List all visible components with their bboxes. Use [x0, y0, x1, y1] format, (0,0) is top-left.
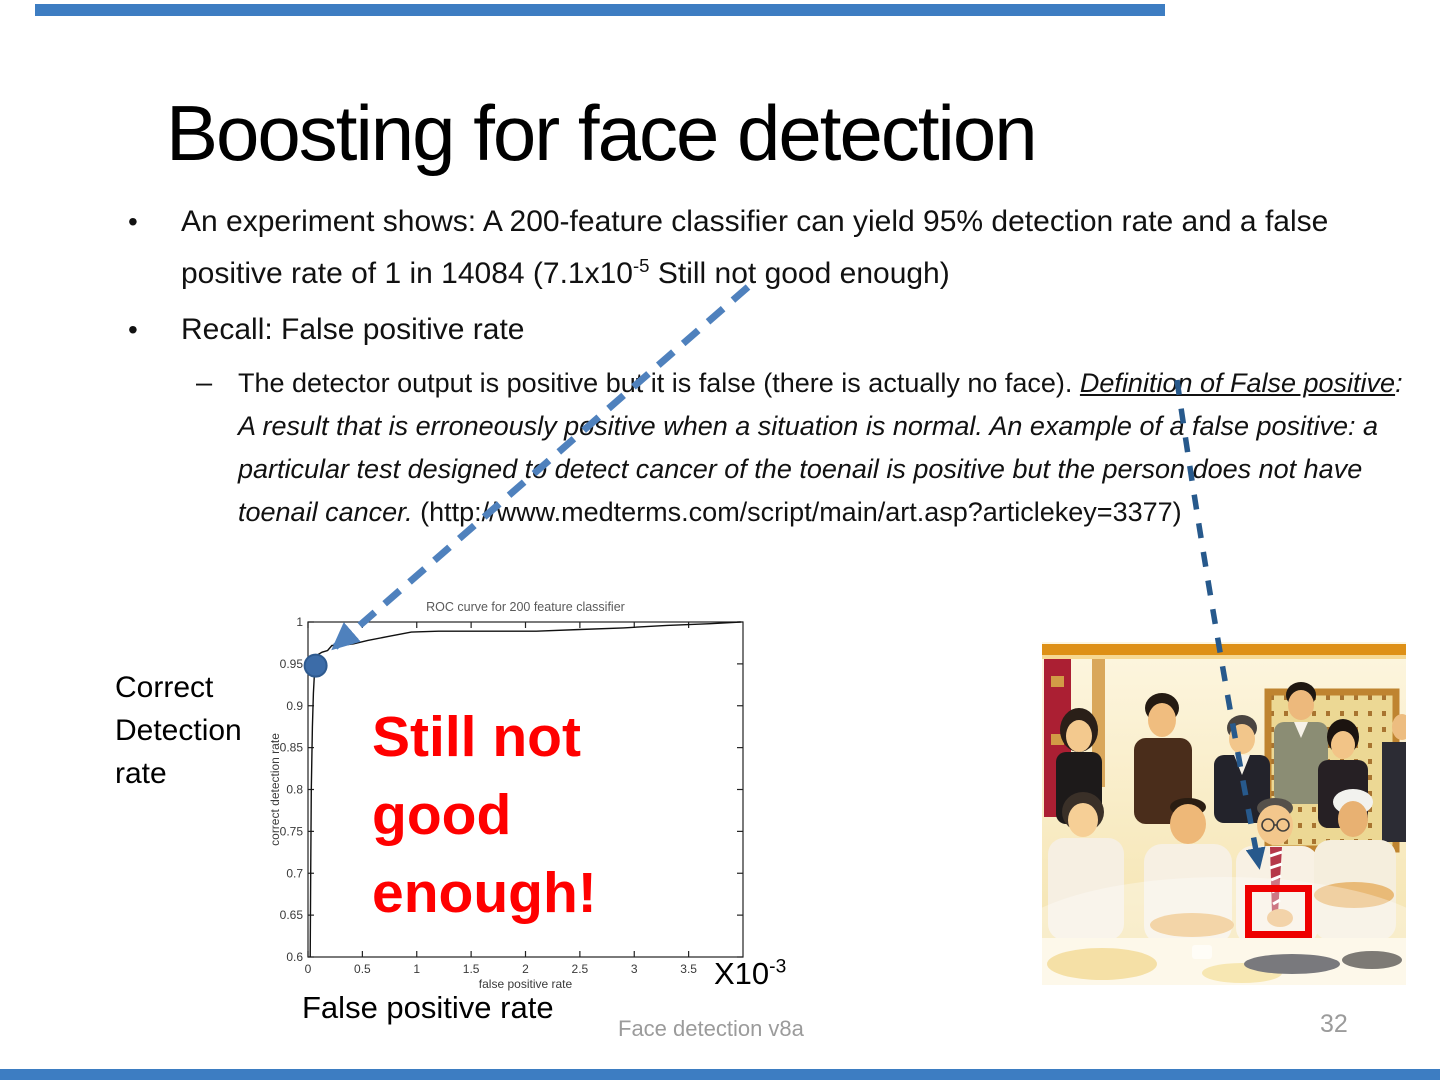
bullet-list: • An experiment shows: A 200-feature cla… [125, 200, 1405, 534]
svg-text:ROC curve for 200 feature clas: ROC curve for 200 feature classifier [426, 600, 625, 614]
bullet-text-experiment: An experiment shows: A 200-feature class… [181, 200, 1405, 296]
multiplier-exponent: -3 [769, 956, 787, 978]
footer-page-number: 32 [1320, 1010, 1348, 1038]
svg-text:0.85: 0.85 [280, 741, 304, 755]
svg-text:2.5: 2.5 [572, 962, 589, 976]
svg-text:0.75: 0.75 [280, 824, 304, 838]
svg-text:2: 2 [522, 962, 529, 976]
bullet-item-recall: • Recall: False positive rate [125, 308, 1405, 352]
bullet1-text-end: Still not good enough) [649, 257, 950, 290]
bullet1-superscript: -5 [632, 255, 650, 276]
svg-text:false positive rate: false positive rate [479, 977, 573, 991]
definition-term: Definition of False positive [1079, 368, 1396, 398]
sub-bullet-marker: – [196, 367, 213, 399]
svg-text:0.5: 0.5 [354, 962, 371, 976]
bullet-marker: • [128, 314, 138, 345]
svg-text:0.6: 0.6 [286, 950, 303, 964]
bullet-item-experiment: • An experiment shows: A 200-feature cla… [125, 200, 1405, 296]
svg-text:1: 1 [296, 615, 303, 629]
svg-text:1: 1 [413, 962, 420, 976]
svg-text:0.65: 0.65 [280, 908, 304, 922]
bottom-accent-bar [0, 1069, 1440, 1080]
still-not-good-enough-callout: Still not good enough! [372, 705, 597, 925]
svg-text:correct detection rate: correct detection rate [268, 733, 282, 846]
x-axis-multiplier: X10-3 [714, 956, 786, 992]
definition-source-url: (http://www.medterms.com/script/main/art… [412, 497, 1182, 527]
bullet1-text: An experiment shows: A 200-feature class… [181, 205, 1329, 290]
svg-text:3: 3 [631, 962, 638, 976]
svg-text:0.95: 0.95 [280, 657, 304, 671]
bullet-text-recall: Recall: False positive rate [181, 313, 525, 346]
slide-title: Boosting for face detection [166, 89, 1038, 177]
group-photo [1042, 642, 1406, 985]
svg-text:1.5: 1.5 [463, 962, 480, 976]
definition-plain-text: The detector output is positive but it i… [238, 368, 1080, 398]
false-positive-highlight-box [1245, 885, 1312, 938]
footer-doc-title: Face detection v8a [618, 1016, 804, 1041]
top-accent-bar [35, 4, 1165, 16]
svg-text:0.8: 0.8 [286, 783, 303, 797]
group-photo-art [1042, 642, 1406, 985]
sub-bullet-definition: – The detector output is positive but it… [125, 362, 1405, 534]
sub-bullet-text: The detector output is positive but it i… [238, 362, 1405, 534]
svg-text:0.7: 0.7 [286, 866, 303, 880]
x-axis-caption: False positive rate [302, 990, 554, 1025]
svg-text:3.5: 3.5 [680, 962, 697, 976]
svg-text:0: 0 [305, 962, 312, 976]
y-axis-caption: Correct Detection rate [115, 671, 242, 790]
multiplier-base: X10 [714, 956, 770, 991]
bullet-marker: • [128, 206, 138, 237]
svg-text:0.9: 0.9 [286, 699, 303, 713]
